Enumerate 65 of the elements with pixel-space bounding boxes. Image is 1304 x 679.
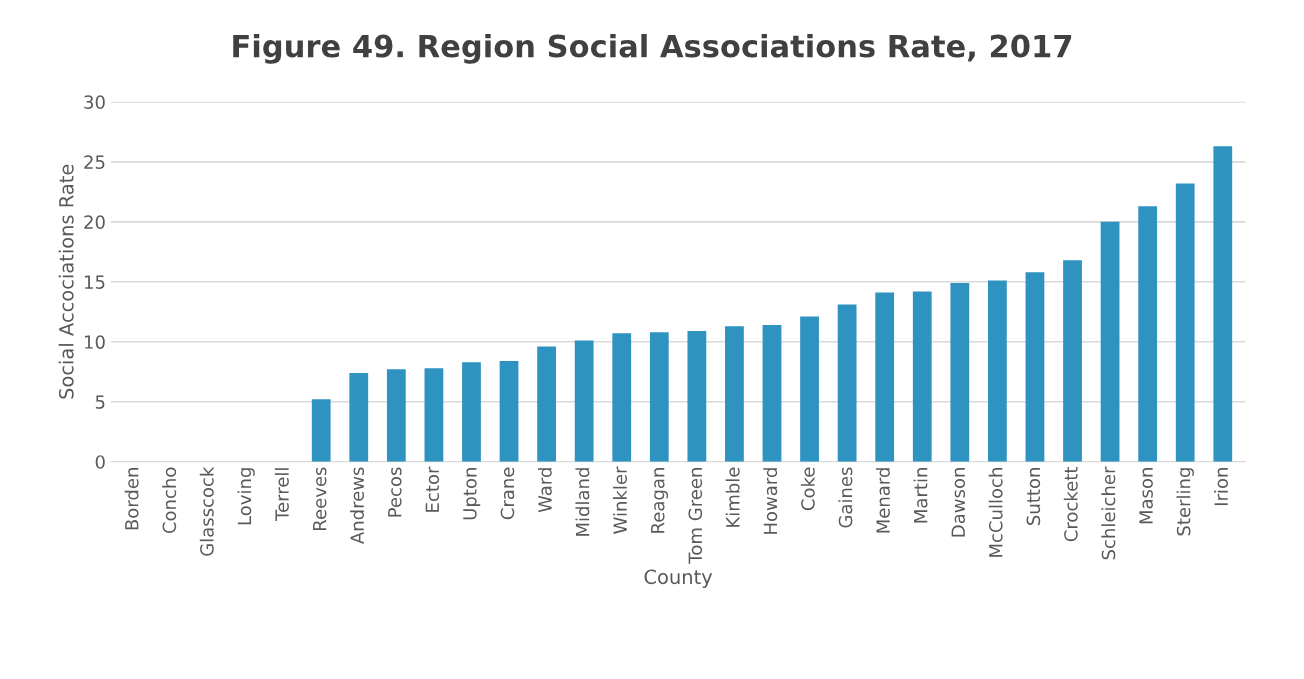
x-axis-title: County	[644, 569, 713, 588]
y-tick-label: 0	[95, 455, 105, 469]
x-tick-label: Tom Green	[688, 468, 703, 564]
x-tick-label: Winkler	[612, 466, 627, 534]
bar	[875, 292, 895, 462]
x-tick-label: Irion	[1214, 468, 1229, 506]
x-tick-label: Reeves	[313, 467, 327, 530]
bar	[612, 333, 632, 462]
x-tick-label: Loving	[237, 468, 255, 525]
chart-title: Figure 49. Region Social Associations Rate, 2017	[233, 33, 1072, 64]
x-tick-label: Kimble	[725, 467, 740, 527]
bar	[424, 368, 444, 462]
bar	[349, 372, 369, 462]
x-tick-label: Sterling	[1176, 468, 1194, 536]
bar	[1175, 183, 1195, 462]
x-tick-label: Reagan	[651, 468, 669, 533]
bar	[762, 324, 782, 462]
x-tick-label: Gaines	[838, 467, 853, 528]
x-tick-label: Ward	[537, 468, 552, 513]
x-tick-label: Coke	[800, 467, 815, 511]
x-tick-label: Crockett	[1063, 467, 1078, 542]
bar	[311, 399, 331, 462]
bar	[837, 304, 857, 462]
x-tick-label: Ector	[425, 466, 440, 512]
x-tick-label: Schleicher	[1101, 466, 1116, 560]
x-tick-label: Midland	[575, 468, 590, 536]
x-tick-label: Sutton	[1026, 468, 1041, 525]
x-tick-label: Andrews	[350, 467, 365, 544]
y-tick-label: 10	[84, 335, 105, 349]
y-tick-label: 15	[84, 275, 105, 289]
bar	[1213, 146, 1233, 462]
y-tick-label: 5	[95, 395, 105, 409]
bar	[574, 340, 594, 462]
x-tick-label: Terrell	[274, 468, 289, 521]
x-tick-label: Pecos	[388, 467, 402, 517]
bar	[1138, 206, 1158, 462]
bar	[687, 330, 707, 462]
x-tick-label: Borden	[124, 468, 139, 530]
bar	[725, 326, 744, 462]
y-axis-title: Social Accociations Rate	[58, 164, 74, 399]
bar	[800, 316, 819, 462]
bar	[462, 362, 481, 462]
x-tick-label: Mason	[1139, 468, 1153, 524]
x-tick-label: Martin	[913, 468, 928, 523]
x-tick-label: Menard	[875, 468, 890, 533]
x-tick-label: McCulloch	[988, 468, 1003, 557]
x-tick-label: Crane	[500, 467, 515, 520]
bar	[1025, 272, 1045, 462]
bar	[649, 332, 669, 462]
x-tick-label: Upton	[463, 468, 481, 520]
bar	[499, 360, 519, 462]
y-tick-label: 30	[84, 95, 105, 109]
bar	[988, 280, 1007, 462]
bar	[386, 369, 406, 462]
y-tick-label: 20	[84, 215, 105, 229]
x-tick-label: Concho	[162, 467, 177, 534]
bar	[1100, 221, 1120, 462]
x-tick-label: Dawson	[951, 468, 966, 537]
bar	[537, 346, 556, 462]
x-tick-label: Howard	[763, 468, 778, 534]
bar	[950, 282, 970, 462]
bar	[1063, 260, 1082, 462]
y-tick-label: 25	[84, 155, 105, 169]
bar	[912, 291, 932, 462]
x-tick-label: Glasscock	[199, 466, 214, 556]
